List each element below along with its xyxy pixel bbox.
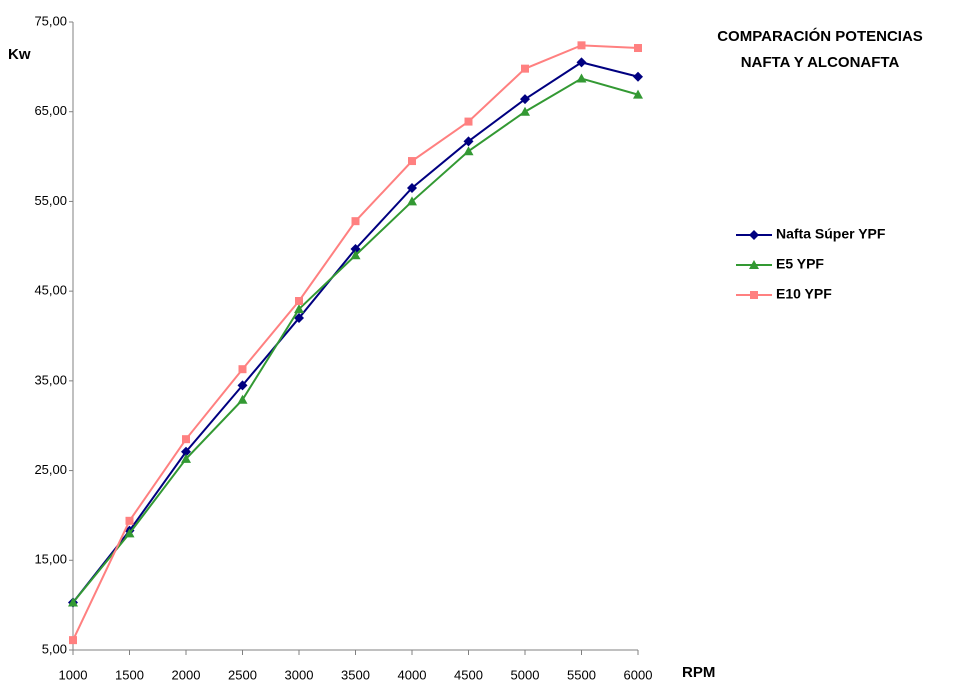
marker	[182, 435, 190, 444]
marker	[294, 304, 304, 314]
marker	[125, 516, 134, 525]
marker	[408, 157, 416, 166]
legend-marker	[750, 291, 758, 299]
x-tick-label: 5500	[567, 667, 596, 682]
marker	[520, 106, 530, 116]
marker	[124, 528, 135, 538]
x-tick-label: 4500	[454, 667, 483, 682]
marker	[576, 57, 587, 68]
marker	[68, 597, 78, 607]
legend-label: Nafta Súper YPF	[776, 226, 886, 242]
marker	[237, 380, 248, 391]
marker	[521, 64, 529, 73]
marker	[634, 44, 642, 53]
marker	[577, 41, 586, 50]
marker	[463, 136, 474, 147]
x-tick-label: 3500	[341, 667, 370, 682]
marker	[520, 94, 530, 105]
chart-title: NAFTA Y ALCONAFTA	[741, 54, 900, 71]
marker	[181, 446, 191, 457]
y-tick-label: 25,00	[34, 462, 67, 477]
legend-marker	[749, 260, 759, 269]
y-tick-label: 15,00	[34, 552, 67, 567]
y-tick-label: 65,00	[34, 103, 67, 118]
marker	[350, 250, 361, 260]
x-tick-label: 6000	[624, 667, 653, 682]
x-tick-label: 1500	[115, 667, 144, 682]
marker	[295, 297, 303, 306]
x-tick-label: 2000	[172, 667, 201, 682]
marker	[633, 89, 643, 99]
y-tick-label: 5,00	[42, 641, 67, 656]
series-line	[72, 77, 639, 604]
legend-label: E5 YPF	[776, 256, 824, 272]
marker	[237, 394, 248, 404]
marker	[69, 636, 77, 645]
y-tick-label: 75,00	[34, 13, 67, 28]
marker	[633, 71, 643, 82]
marker	[463, 146, 474, 156]
y-tick-label: 55,00	[34, 193, 67, 208]
marker	[407, 196, 417, 206]
y-tick-label: 35,00	[34, 372, 67, 387]
x-tick-label: 5000	[511, 667, 540, 682]
x-tick-label: 4000	[398, 667, 427, 682]
y-axis-label: Kw	[8, 46, 31, 63]
x-axis-label: RPM	[682, 664, 715, 681]
marker	[238, 365, 247, 374]
marker	[350, 243, 361, 254]
y-tick-label: 45,00	[34, 283, 67, 298]
marker	[351, 217, 360, 226]
x-tick-label: 1000	[59, 667, 88, 682]
marker	[294, 313, 304, 324]
marker	[576, 73, 587, 83]
marker	[407, 182, 417, 193]
series-line	[72, 44, 639, 641]
x-tick-label: 2500	[228, 667, 257, 682]
marker	[181, 453, 191, 463]
series-line	[72, 61, 639, 604]
chart-title: COMPARACIÓN POTENCIAS	[717, 27, 923, 45]
marker	[464, 117, 473, 126]
legend-marker	[749, 230, 759, 240]
legend-label: E10 YPF	[776, 286, 832, 302]
x-tick-label: 3000	[285, 667, 314, 682]
